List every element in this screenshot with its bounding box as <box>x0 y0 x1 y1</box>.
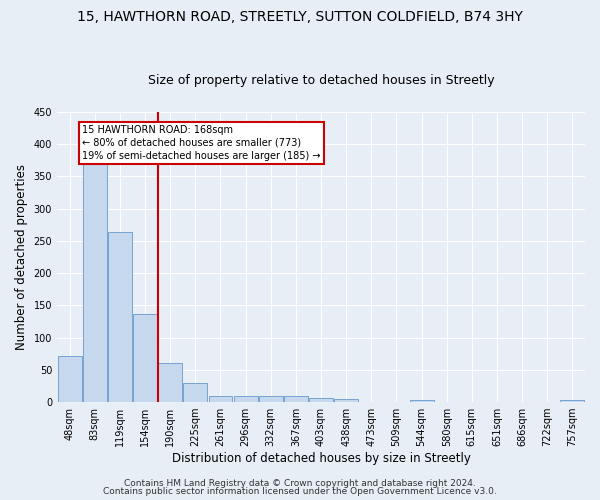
Text: 15, HAWTHORN ROAD, STREETLY, SUTTON COLDFIELD, B74 3HY: 15, HAWTHORN ROAD, STREETLY, SUTTON COLD… <box>77 10 523 24</box>
Bar <box>233 396 257 402</box>
Bar <box>158 364 182 402</box>
X-axis label: Distribution of detached houses by size in Streetly: Distribution of detached houses by size … <box>172 452 470 465</box>
Bar <box>209 396 232 402</box>
Bar <box>410 400 434 402</box>
Bar <box>58 356 82 402</box>
Bar <box>259 396 283 402</box>
Bar <box>334 399 358 402</box>
Y-axis label: Number of detached properties: Number of detached properties <box>15 164 28 350</box>
Bar <box>284 396 308 402</box>
Text: Contains public sector information licensed under the Open Government Licence v3: Contains public sector information licen… <box>103 487 497 496</box>
Bar <box>309 398 333 402</box>
Bar <box>133 314 157 402</box>
Text: 15 HAWTHORN ROAD: 168sqm
← 80% of detached houses are smaller (773)
19% of semi-: 15 HAWTHORN ROAD: 168sqm ← 80% of detach… <box>82 124 320 161</box>
Bar <box>83 158 107 402</box>
Title: Size of property relative to detached houses in Streetly: Size of property relative to detached ho… <box>148 74 494 87</box>
Bar <box>184 382 207 402</box>
Bar <box>560 400 584 402</box>
Text: Contains HM Land Registry data © Crown copyright and database right 2024.: Contains HM Land Registry data © Crown c… <box>124 478 476 488</box>
Bar <box>108 232 132 402</box>
